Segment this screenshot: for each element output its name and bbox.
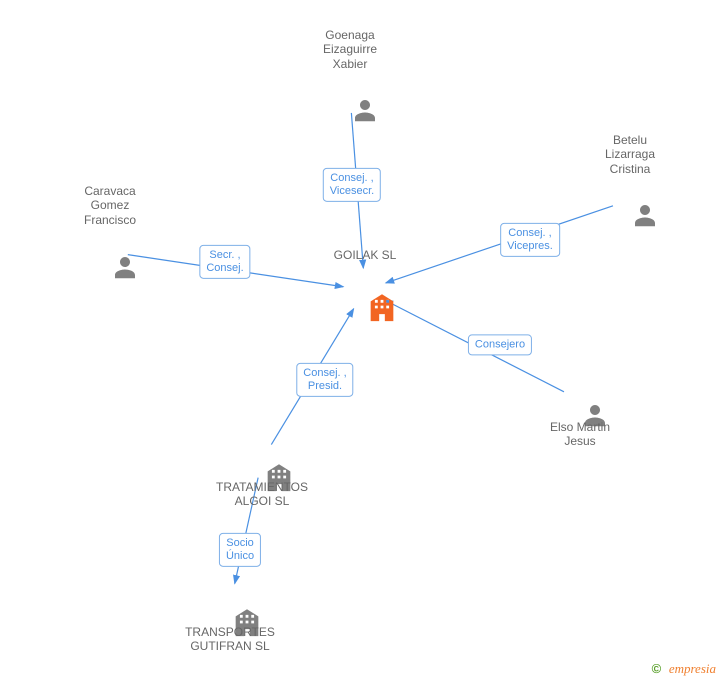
node-label: Betelu Lizarraga Cristina bbox=[605, 133, 655, 176]
node-label: Goenaga Eizaguirre Xabier bbox=[323, 28, 377, 71]
watermark: © empresia bbox=[652, 661, 716, 677]
brand-name: empresia bbox=[669, 661, 716, 676]
node-label: TRANSPORTES GUTIFRAN SL bbox=[185, 625, 275, 654]
edge-label: Consej. , Vicepres. bbox=[500, 223, 560, 257]
edge-label: Secr. , Consej. bbox=[199, 245, 250, 279]
edge-label: Consej. , Vicesecr. bbox=[323, 168, 381, 202]
copyright-symbol: © bbox=[652, 661, 662, 676]
edge-label: Consejero bbox=[468, 334, 532, 355]
node-label: Elso Martin Jesus bbox=[550, 420, 610, 449]
edge-label: Socio Único bbox=[219, 533, 261, 567]
node-label: TRATAMIENTOS ALGOI SL bbox=[216, 480, 308, 509]
edge-label: Consej. , Presid. bbox=[296, 363, 353, 397]
node-label: Caravaca Gomez Francisco bbox=[84, 184, 136, 227]
node-label: GOILAK SL bbox=[334, 248, 397, 262]
